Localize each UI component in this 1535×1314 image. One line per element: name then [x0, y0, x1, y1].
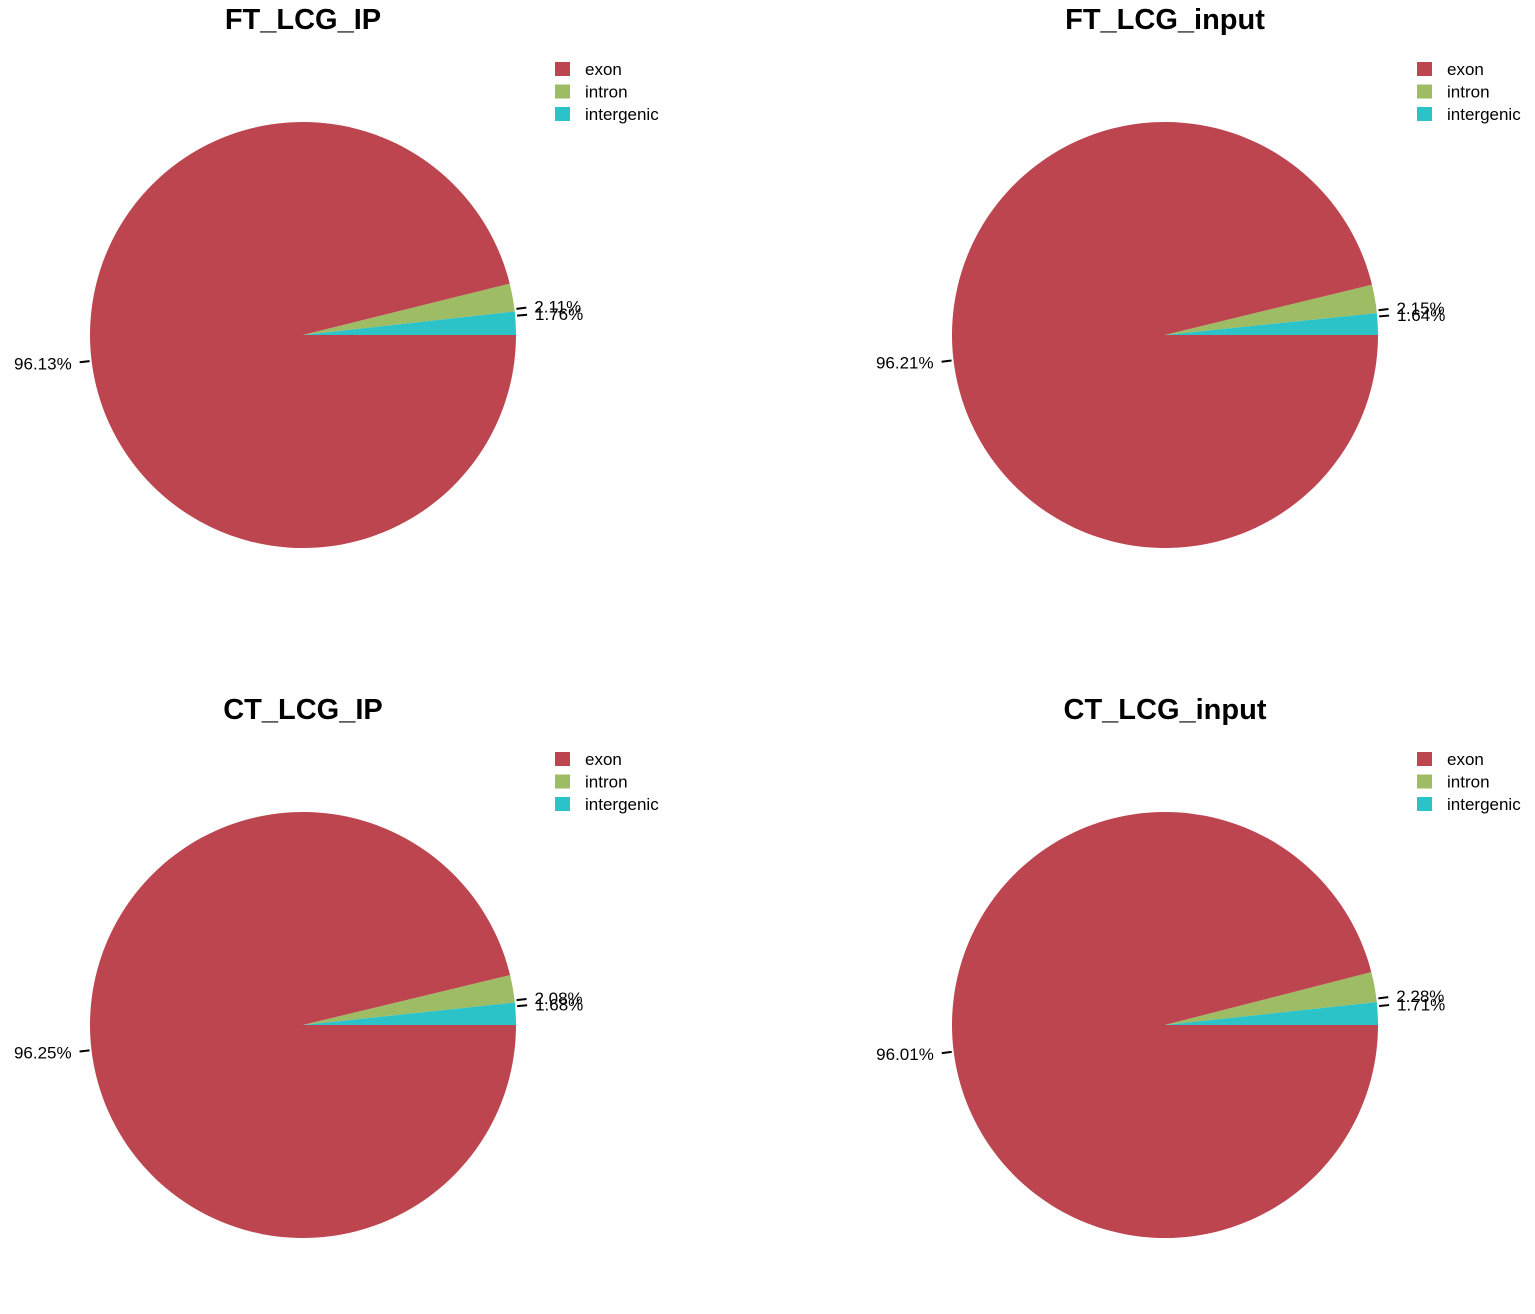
pie-chart-grid: FT_LCG_IP 96.13% 2.11% 1.76% exon intron inter… — [0, 0, 1535, 1239]
pie-panel-ct-lcg-ip: CT_LCG_IP 96.25% 2.08% 1.68% exon intron inter… — [0, 690, 767, 1314]
slice-percent-label: 1.71% — [1397, 995, 1445, 1014]
label-leader-exon — [79, 1049, 90, 1053]
legend-swatch-intron — [1417, 84, 1432, 99]
pie-slice-exon — [90, 122, 517, 549]
slice-percent-label: 96.13% — [14, 354, 72, 373]
label-leader-intron — [516, 306, 527, 310]
pie-chart: FT_LCG_IP 96.13% 2.11%1.76% exon intron inter… — [14, 4, 659, 549]
legend-swatch-intron — [555, 774, 570, 789]
chart-title: FT_LCG_IP — [225, 4, 381, 36]
legend-label-intergenic: intergenic — [1447, 105, 1521, 124]
legend-label-exon: exon — [585, 60, 622, 79]
label-leader-intron — [1378, 308, 1389, 312]
label-leader-exon — [941, 1050, 952, 1055]
legend-swatch-exon — [555, 752, 570, 766]
slice-percent-label: 1.76% — [535, 305, 583, 324]
legend-swatch-exon — [1417, 62, 1432, 76]
label-leader-exon — [941, 359, 952, 363]
legend-label-intron: intron — [1447, 773, 1490, 792]
pie-chart: CT_LCG_IP 96.25% 2.08%1.68% exon intron inter… — [14, 694, 659, 1239]
slice-percent-label: 96.25% — [14, 1043, 72, 1062]
legend-swatch-intergenic — [555, 797, 570, 811]
legend-swatch-exon — [555, 62, 570, 76]
label-leader-intergenic — [1379, 314, 1390, 318]
legend-swatch-exon — [1417, 752, 1432, 766]
legend-swatch-intron — [1417, 774, 1432, 789]
legend-swatch-intron — [555, 84, 570, 99]
pie-slice-intergenic — [1165, 313, 1378, 335]
pie-slice-intron — [1165, 284, 1377, 335]
pie-slice-exon — [89, 812, 517, 1239]
label-leader-intron — [516, 997, 527, 1002]
label-leader-intergenic — [517, 1004, 528, 1008]
legend-label-intergenic: intergenic — [585, 105, 659, 124]
pie-chart: CT_LCG_input 96.01% 2.28%1.71% exon intron in… — [876, 694, 1521, 1239]
pie-panel-ct-lcg-input: CT_LCG_input 96.01% 2.28% 1.71% exon intron in… — [862, 690, 1535, 1314]
legend-swatch-intergenic — [1417, 107, 1432, 121]
slice-percent-label: 2.08% — [534, 989, 582, 1008]
pie-slice-intergenic — [1165, 1002, 1378, 1025]
pie-panel-ft-lcg-ip: FT_LCG_IP 96.13% 2.11% 1.76% exon intron inter… — [0, 0, 767, 624]
slice-percent-label: 96.01% — [876, 1045, 934, 1064]
label-leader-intron — [1378, 996, 1389, 1000]
pie-chart: FT_LCG_input 96.21% 2.15%1.64% exon intron in… — [876, 4, 1521, 549]
legend-label-exon: exon — [585, 750, 622, 769]
legend-swatch-intergenic — [555, 107, 570, 121]
chart-title: CT_LCG_IP — [223, 694, 383, 726]
chart-title: CT_LCG_input — [1064, 694, 1267, 726]
legend-label-intron: intron — [1447, 83, 1490, 102]
label-leader-exon — [79, 360, 90, 364]
legend-label-intron: intron — [585, 773, 628, 792]
legend-label-intergenic: intergenic — [585, 795, 659, 814]
pie-slice-exon — [952, 812, 1378, 1239]
pie-slice-exon — [952, 122, 1378, 549]
label-leader-intergenic — [517, 313, 528, 317]
slice-percent-label: 96.21% — [876, 354, 934, 373]
chart-title: FT_LCG_input — [1065, 4, 1265, 36]
label-leader-intergenic — [1379, 1004, 1390, 1007]
pie-slice-intergenic — [303, 1002, 516, 1025]
legend-label-intron: intron — [585, 83, 628, 102]
slice-percent-label: 1.64% — [1397, 306, 1445, 325]
legend-swatch-intergenic — [1417, 797, 1432, 811]
pie-slice-intron — [303, 975, 515, 1025]
legend-label-exon: exon — [1447, 60, 1484, 79]
slice-percent-label: 2.11% — [534, 298, 581, 317]
slice-percent-label: 1.68% — [535, 996, 583, 1015]
slice-percent-label: 2.15% — [1396, 299, 1444, 318]
slice-percent-label: 2.28% — [1396, 987, 1444, 1006]
pie-slice-intron — [303, 283, 515, 335]
pie-slice-intergenic — [303, 311, 516, 335]
legend-label-exon: exon — [1447, 750, 1484, 769]
pie-slice-intron — [1165, 972, 1377, 1025]
legend-label-intergenic: intergenic — [1447, 795, 1521, 814]
pie-panel-ft-lcg-input: FT_LCG_input 96.21% 2.15% 1.64% exon intron in… — [862, 0, 1535, 624]
